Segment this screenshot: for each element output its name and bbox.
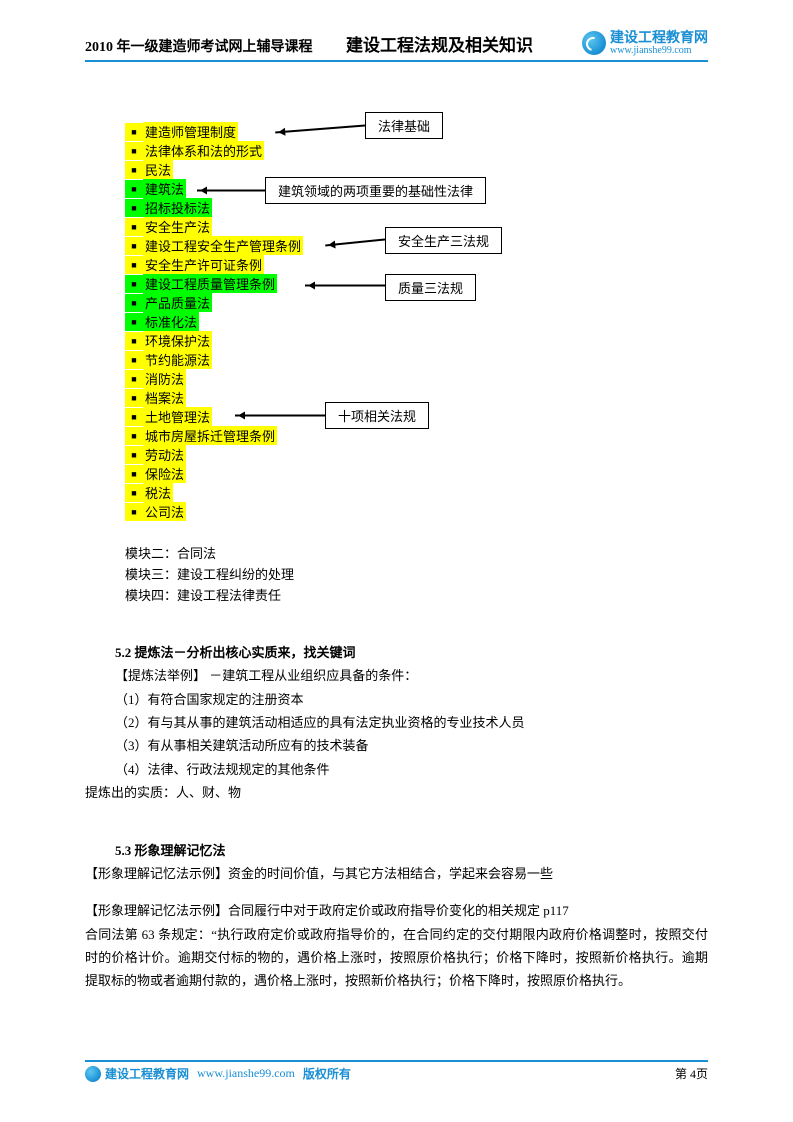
law-item-label: 建造师管理制度 [143, 122, 238, 141]
module-list: 模块二：合同法模块三：建设工程纠纷的处理模块四：建设工程法律责任 [125, 544, 708, 606]
section-5-3-para: 合同法第 63 条规定：“执行政府定价或政府指导价的，在合同约定的交付期限内政府… [85, 923, 708, 993]
page-header: 2010 年一级建造师考试网上辅导课程 建设工程法规及相关知识 建设工程教育网 … [85, 30, 708, 62]
bullet-icon: ■ [125, 408, 143, 426]
bullet-icon: ■ [125, 142, 143, 160]
bullet-icon: ■ [125, 313, 143, 331]
law-item-label: 节约能源法 [143, 350, 212, 369]
condition-item: （1）有符合国家规定的注册资本 [115, 688, 708, 711]
course-name: 2010 年一级建造师考试网上辅导课程 [85, 40, 313, 55]
law-item-label: 税法 [143, 483, 173, 502]
law-item-label: 保险法 [143, 464, 186, 483]
bullet-icon: ■ [125, 446, 143, 464]
law-item-label: 公司法 [143, 502, 186, 521]
callout-box: 法律基础 [365, 112, 443, 139]
bullet-icon: ■ [125, 161, 143, 179]
section-5-2: 5.2 提炼法－分析出核心实质来，找关键词 【提炼法举例】 －建筑工程从业组织应… [85, 641, 708, 805]
section-5-3-ex2: 【形象理解记忆法示例】合同履行中对于政府定价或政府指导价变化的相关规定 p117 [85, 899, 708, 922]
subject-name: 建设工程法规及相关知识 [346, 36, 533, 55]
law-item-label: 法律体系和法的形式 [143, 141, 264, 160]
law-item-label: 劳动法 [143, 445, 186, 464]
page-footer: 建设工程教育网 www.jianshe99.com 版权所有 第 4页 [85, 1060, 708, 1082]
bullet-icon: ■ [125, 351, 143, 369]
bullet-icon: ■ [125, 275, 143, 293]
logo-cn: 建设工程教育网 [610, 30, 708, 45]
law-item-label: 档案法 [143, 388, 186, 407]
footer-left: 建设工程教育网 www.jianshe99.com 版权所有 [85, 1065, 351, 1082]
logo-swirl-icon [582, 31, 606, 55]
bullet-icon: ■ [125, 484, 143, 502]
bullet-icon: ■ [125, 218, 143, 236]
spacer [85, 885, 708, 899]
logo-url: www.jianshe99.com [610, 45, 708, 56]
section-5-3-ex1: 【形象理解记忆法示例】资金的时间价值，与其它方法相结合，学起来会容易一些 [85, 862, 708, 885]
footer-logo-icon [85, 1066, 101, 1082]
module-line: 模块四：建设工程法律责任 [125, 586, 708, 607]
law-list-item: ■保险法 [125, 464, 708, 483]
law-list-item: ■消防法 [125, 369, 708, 388]
law-item-label: 环境保护法 [143, 331, 212, 350]
callout-box: 质量三法规 [385, 274, 476, 301]
footer-url: www.jianshe99.com [197, 1066, 295, 1081]
site-logo: 建设工程教育网 www.jianshe99.com [582, 30, 708, 56]
example-label: 【提炼法举例】 －建筑工程从业组织应具备的条件： [115, 664, 708, 687]
law-item-label: 土地管理法 [143, 407, 212, 426]
law-list-item: ■标准化法 [125, 312, 708, 331]
footer-copyright: 版权所有 [303, 1065, 351, 1082]
condition-item: （3）有从事相关建筑活动所应有的技术装备 [115, 734, 708, 757]
bullet-icon: ■ [125, 370, 143, 388]
law-list-item: ■节约能源法 [125, 350, 708, 369]
bullet-icon: ■ [125, 237, 143, 255]
condition-item: （2）有与其从事的建筑活动相适应的具有法定执业资格的专业技术人员 [115, 711, 708, 734]
law-item-label: 建设工程安全生产管理条例 [143, 236, 303, 255]
header-title: 2010 年一级建造师考试网上辅导课程 建设工程法规及相关知识 [85, 31, 533, 56]
callout-box: 十项相关法规 [325, 402, 429, 429]
law-list-diagram: ■建造师管理制度■法律体系和法的形式■民法■建筑法■招标投标法■安全生产法■建设… [125, 122, 708, 542]
bullet-icon: ■ [125, 180, 143, 198]
law-item-label: 建筑法 [143, 179, 186, 198]
law-item-label: 民法 [143, 160, 173, 179]
section-5-3: 5.3 形象理解记忆法 【形象理解记忆法示例】资金的时间价值，与其它方法相结合，… [85, 839, 708, 993]
callout-box: 安全生产三法规 [385, 227, 502, 254]
page-number: 第 4页 [675, 1065, 708, 1082]
law-item-label: 标准化法 [143, 312, 199, 331]
law-item-label: 招标投标法 [143, 198, 212, 217]
bullet-icon: ■ [125, 123, 143, 141]
section-5-2-title: 5.2 提炼法－分析出核心实质来，找关键词 [115, 641, 708, 664]
law-item-label: 安全生产许可证条例 [143, 255, 264, 274]
footer-site: 建设工程教育网 [105, 1065, 189, 1082]
law-list-item: ■劳动法 [125, 445, 708, 464]
law-list-item: ■安全生产许可证条例 [125, 255, 708, 274]
section-5-3-title: 5.3 形象理解记忆法 [115, 839, 708, 862]
law-item-label: 安全生产法 [143, 217, 212, 236]
callout-box: 建筑领域的两项重要的基础性法律 [265, 177, 486, 204]
section-5-2-summary: 提炼出的实质：人、财、物 [85, 781, 708, 804]
bullet-icon: ■ [125, 332, 143, 350]
bullet-icon: ■ [125, 294, 143, 312]
law-list-item: ■法律体系和法的形式 [125, 141, 708, 160]
law-list-item: ■环境保护法 [125, 331, 708, 350]
bullet-icon: ■ [125, 199, 143, 217]
module-line: 模块三：建设工程纠纷的处理 [125, 565, 708, 586]
bullet-icon: ■ [125, 389, 143, 407]
bullet-icon: ■ [125, 427, 143, 445]
law-item-label: 建设工程质量管理条例 [143, 274, 277, 293]
law-item-label: 城市房屋拆迁管理条例 [143, 426, 277, 445]
module-line: 模块二：合同法 [125, 544, 708, 565]
law-item-label: 消防法 [143, 369, 186, 388]
law-item-label: 产品质量法 [143, 293, 212, 312]
bullet-icon: ■ [125, 465, 143, 483]
law-list-item: ■公司法 [125, 502, 708, 521]
law-list-item: ■税法 [125, 483, 708, 502]
bullet-icon: ■ [125, 503, 143, 521]
logo-text: 建设工程教育网 www.jianshe99.com [610, 30, 708, 56]
bullet-icon: ■ [125, 256, 143, 274]
condition-item: （4）法律、行政法规规定的其他条件 [115, 758, 708, 781]
